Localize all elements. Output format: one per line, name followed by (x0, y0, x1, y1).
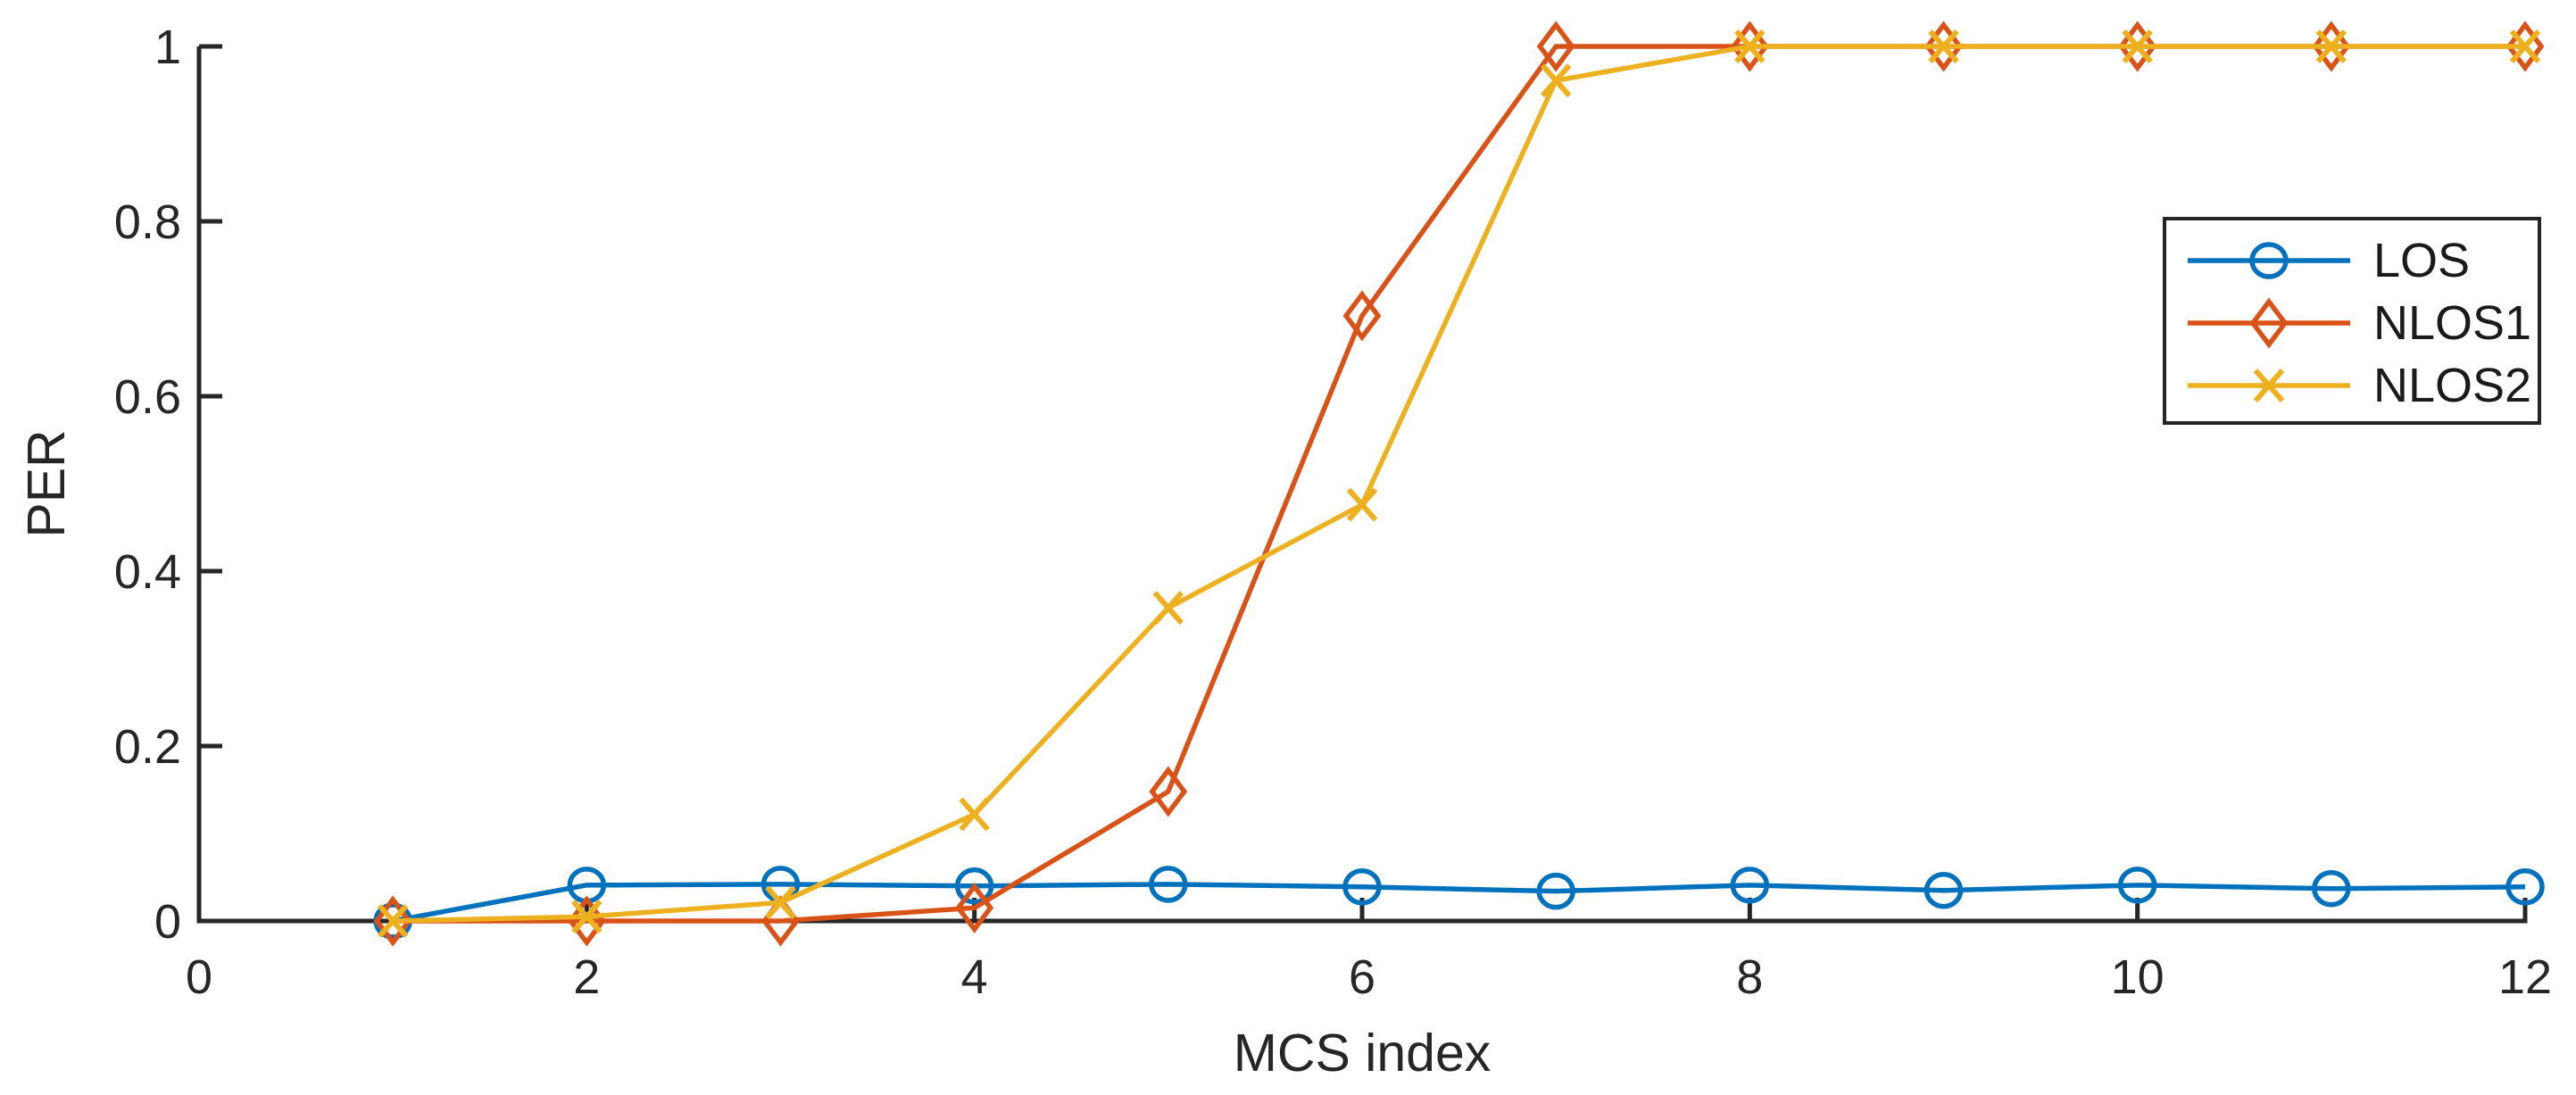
legend-label-nlos2: NLOS2 (2373, 359, 2532, 412)
los-legend-marker (2249, 242, 2289, 279)
nlos1-marker (955, 882, 994, 933)
nlos2-swatch-icon (2188, 369, 2350, 402)
los-marker (1536, 872, 1575, 910)
y-tick-label: 1 (154, 21, 181, 74)
nlos2-marker (1540, 63, 1572, 98)
nlos1-marker (2312, 21, 2351, 72)
los-marker (954, 867, 994, 905)
nlos2-legend-marker (2253, 369, 2285, 402)
los-swatch-icon (2188, 242, 2350, 279)
legend-item-nlos1: NLOS1 (2166, 292, 2538, 354)
nlos1-marker (373, 895, 412, 947)
los-marker (2312, 869, 2351, 908)
x-tick-label: 0 (186, 950, 212, 1004)
nlos1-marker (1924, 21, 1963, 72)
legend-item-los: LOS (2166, 229, 2538, 292)
nlos2-marker (959, 797, 990, 832)
nlos2-marker (1734, 29, 1766, 63)
nlos2-marker (1928, 29, 1959, 63)
y-tick-label: 0.4 (114, 545, 181, 599)
nlos2-marker (1346, 487, 1378, 522)
x-axis-label: MCS index (1233, 1024, 1492, 1083)
x-tick-label: 2 (573, 950, 600, 1004)
nlos1-marker (1536, 21, 1575, 72)
legend-item-nlos2: NLOS2 (2166, 354, 2538, 417)
nlos2-marker (377, 904, 409, 938)
y-axis-label: PER (17, 429, 76, 538)
x-tick-label: 10 (2111, 950, 2165, 1004)
nlos1-legend-marker (2249, 297, 2289, 349)
nlos1-marker (1149, 766, 1188, 817)
y-tick-label: 0.8 (114, 195, 181, 249)
y-tick-label: 0.2 (114, 720, 181, 774)
x-tick-label: 8 (1736, 950, 1763, 1004)
legend-label-los: LOS (2373, 234, 2471, 287)
nlos1-marker (1730, 21, 1769, 72)
legend-label-nlos1: NLOS1 (2373, 296, 2532, 350)
legend: LOS NLOS1 NLOS2 (2163, 217, 2541, 425)
los-marker (2117, 867, 2157, 904)
nlos2-line (393, 44, 2525, 924)
nlos2-marker (2509, 29, 2541, 63)
nlos2-marker (765, 885, 796, 920)
los-marker (1342, 868, 1382, 906)
los-line (392, 882, 2526, 924)
x-tick-label: 12 (2498, 950, 2552, 1004)
nlos2-marker (571, 900, 602, 934)
y-tick-label: 0.6 (114, 370, 181, 424)
los-marker (1149, 866, 1188, 903)
los-marker (1730, 867, 1770, 904)
x-tick-label: 4 (961, 950, 988, 1004)
nlos1-marker (1342, 290, 1382, 342)
nlos1-marker (2505, 21, 2545, 72)
los-marker (2505, 868, 2545, 906)
nlos1-marker (2118, 21, 2157, 72)
los-marker (1924, 871, 1964, 909)
nlos1-swatch-icon (2188, 297, 2350, 349)
axis-spines (196, 46, 2528, 924)
x-tick-label: 6 (1349, 950, 1375, 1004)
nlos2-marker (2315, 29, 2347, 63)
nlos2-marker (2122, 29, 2153, 63)
nlos2-marker (1152, 591, 1184, 626)
y-tick-label: 0 (154, 895, 181, 949)
nlos1-line (393, 44, 2525, 924)
